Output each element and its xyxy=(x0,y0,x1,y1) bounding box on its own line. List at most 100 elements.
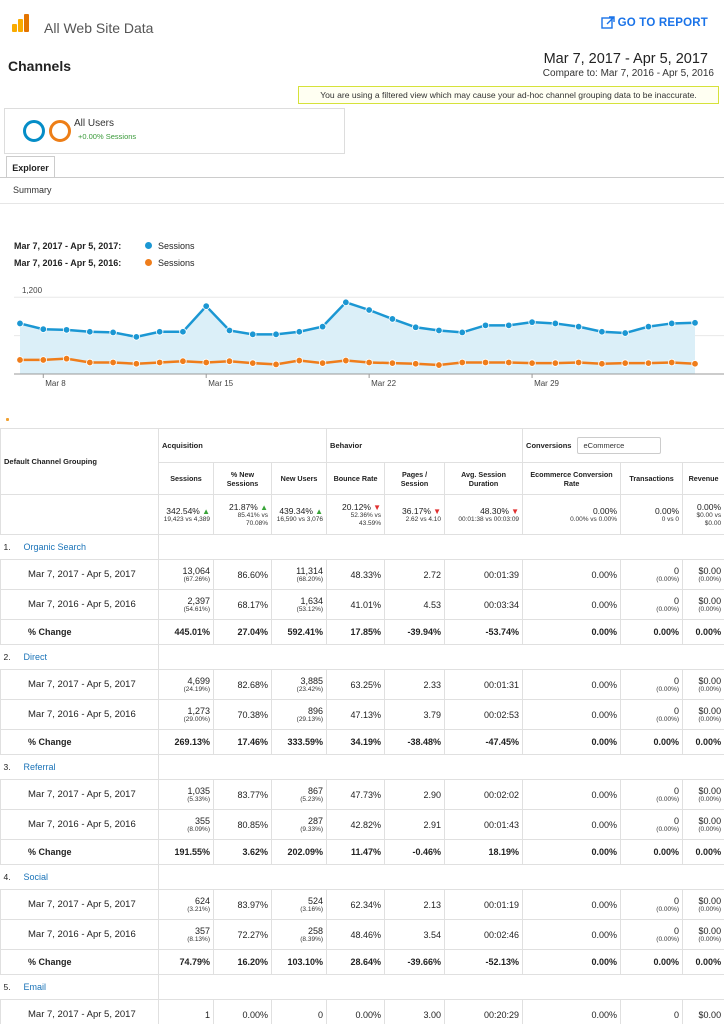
data-point-previous[interactable] xyxy=(668,358,676,367)
data-point-previous[interactable] xyxy=(621,359,629,367)
change-value: 27.04% xyxy=(213,619,272,645)
data-point-previous[interactable] xyxy=(411,360,420,368)
data-point-previous[interactable] xyxy=(62,354,71,363)
data-point-previous[interactable] xyxy=(109,358,117,367)
metric-value: 2.91 xyxy=(423,819,442,830)
data-point-previous[interactable] xyxy=(435,361,443,369)
data-point-current[interactable] xyxy=(295,328,304,336)
group-conversions: Conversions eCommerce xyxy=(522,428,724,463)
column-header[interactable]: % New Sessions xyxy=(213,462,272,495)
data-point-current[interactable] xyxy=(272,330,280,339)
data-point-current[interactable] xyxy=(668,319,676,328)
tab-explorer[interactable]: Explorer xyxy=(6,156,55,178)
data-point-previous[interactable] xyxy=(598,360,606,368)
data-point-previous[interactable] xyxy=(272,360,280,369)
data-point-current[interactable] xyxy=(621,329,629,337)
totals-comparison: 52.36% vs 43.59% xyxy=(350,511,382,527)
data-point-current[interactable] xyxy=(505,321,513,330)
data-point-previous[interactable] xyxy=(318,359,327,367)
data-point-previous[interactable] xyxy=(16,356,24,364)
channel-link[interactable]: Social xyxy=(23,872,49,882)
data-point-current[interactable] xyxy=(249,330,257,339)
data-point-previous[interactable] xyxy=(132,360,141,368)
change-value: 18.19% xyxy=(444,839,524,865)
change-value: -39.66% xyxy=(384,949,446,975)
data-point-current[interactable] xyxy=(528,318,536,326)
data-point-current[interactable] xyxy=(365,306,373,314)
metric-share: (29.13%) xyxy=(296,715,324,723)
channel-link[interactable]: Organic Search xyxy=(23,542,87,552)
summary-link[interactable]: Summary xyxy=(13,185,52,195)
data-point-previous[interactable] xyxy=(295,356,304,365)
metric-cell: 0.00% xyxy=(326,999,386,1024)
totals-pct: 0.00% xyxy=(526,506,617,516)
property-title[interactable]: All Web Site Data xyxy=(44,20,154,36)
data-point-previous[interactable] xyxy=(644,359,653,367)
segment-panel[interactable] xyxy=(4,108,345,154)
data-point-current[interactable] xyxy=(202,302,210,310)
data-point-previous[interactable] xyxy=(574,358,583,367)
data-point-previous[interactable] xyxy=(86,358,94,367)
date-range-picker[interactable]: Mar 7, 2017 - Apr 5, 2017 xyxy=(543,51,708,67)
data-point-current[interactable] xyxy=(39,325,47,333)
channel-link[interactable]: Direct xyxy=(23,652,48,662)
data-point-previous[interactable] xyxy=(365,358,373,367)
data-point-current[interactable] xyxy=(318,322,327,331)
data-point-previous[interactable] xyxy=(691,360,699,368)
data-point-previous[interactable] xyxy=(551,359,560,367)
dim-header[interactable]: Default Channel Grouping xyxy=(0,428,159,495)
summary-divider xyxy=(0,203,724,204)
data-point-previous[interactable] xyxy=(225,357,234,365)
data-point-previous[interactable] xyxy=(388,359,397,367)
data-point-current[interactable] xyxy=(16,319,24,328)
data-point-current[interactable] xyxy=(109,328,117,337)
column-header[interactable]: Avg. Session Duration xyxy=(444,462,524,495)
column-header[interactable]: Ecommerce Conversion Rate xyxy=(522,462,622,495)
metric-value: 0 xyxy=(674,565,680,576)
data-point-current[interactable] xyxy=(435,326,443,335)
data-point-previous[interactable] xyxy=(155,358,164,367)
column-header[interactable]: Revenue xyxy=(682,462,724,495)
data-point-previous[interactable] xyxy=(528,359,536,367)
metric-cell: 0.00% xyxy=(522,699,622,730)
data-point-current[interactable] xyxy=(225,326,234,335)
column-header[interactable]: Sessions xyxy=(158,462,214,495)
go-to-report-button[interactable]: GO TO REPORT xyxy=(600,16,708,30)
data-point-current[interactable] xyxy=(132,333,141,341)
data-point-current[interactable] xyxy=(691,319,699,327)
data-point-previous[interactable] xyxy=(505,358,513,367)
data-point-current[interactable] xyxy=(342,298,350,307)
totals-pct-value: 0.00% xyxy=(654,505,680,516)
column-header[interactable]: New Users xyxy=(270,462,328,495)
data-point-current[interactable] xyxy=(388,315,397,323)
metric-cell: 00:02:46 xyxy=(444,919,524,950)
conversions-goal-select[interactable]: eCommerce xyxy=(577,437,662,454)
data-point-current[interactable] xyxy=(62,326,71,334)
data-point-previous[interactable] xyxy=(202,358,210,367)
data-point-previous[interactable] xyxy=(249,359,257,367)
data-point-current[interactable] xyxy=(644,322,653,331)
data-point-current[interactable] xyxy=(86,328,94,336)
channel-link[interactable]: Email xyxy=(23,982,47,992)
data-point-previous[interactable] xyxy=(481,358,490,367)
change-value: 0.00% xyxy=(682,619,724,645)
column-header[interactable]: Pages / Session xyxy=(384,462,446,495)
data-point-previous[interactable] xyxy=(342,356,350,365)
channel-link[interactable]: Referral xyxy=(23,762,56,772)
data-point-current[interactable] xyxy=(155,328,164,336)
legend-label-previous[interactable]: Sessions xyxy=(158,258,195,268)
data-point-current[interactable] xyxy=(551,319,560,328)
data-point-current[interactable] xyxy=(481,321,490,330)
data-point-current[interactable] xyxy=(598,328,606,336)
data-point-current[interactable] xyxy=(574,322,583,331)
data-point-current[interactable] xyxy=(458,328,466,337)
data-point-previous[interactable] xyxy=(179,357,187,365)
column-header[interactable]: Transactions xyxy=(620,462,684,495)
column-header[interactable]: Bounce Rate xyxy=(326,462,386,495)
data-point-current[interactable] xyxy=(411,323,420,331)
legend-label-current[interactable]: Sessions xyxy=(158,241,195,251)
data-point-previous[interactable] xyxy=(39,356,47,364)
data-point-previous[interactable] xyxy=(458,358,466,367)
data-point-current[interactable] xyxy=(179,328,187,336)
